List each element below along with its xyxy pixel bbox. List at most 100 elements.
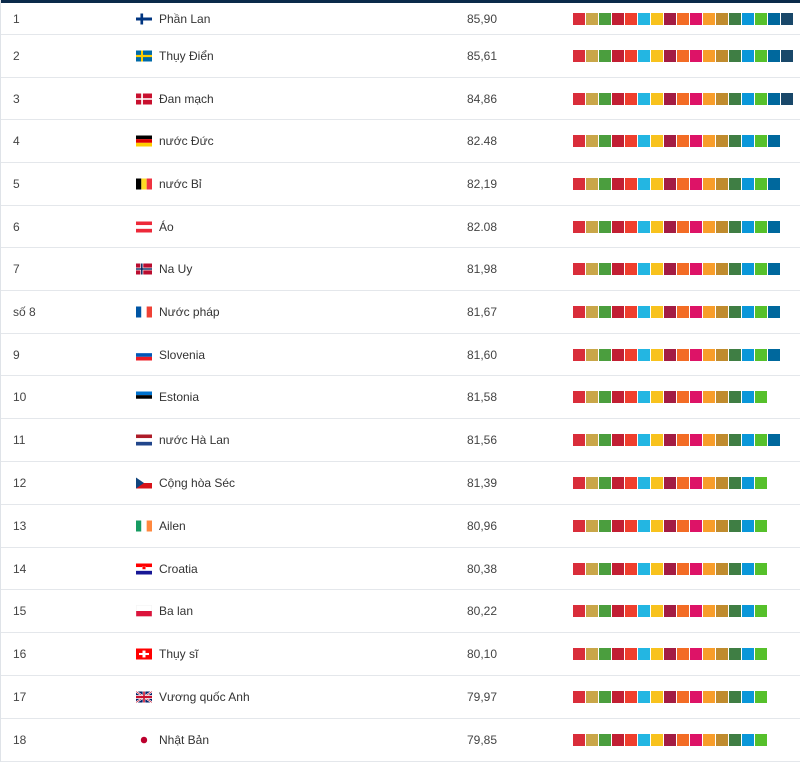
- sdg-goal-11-square[interactable]: [703, 92, 715, 105]
- sdg-goal-7-square[interactable]: [651, 520, 663, 532]
- table-row[interactable]: 7 Na Uy 81,98: [1, 248, 800, 291]
- sdg-goal-6-square[interactable]: [638, 562, 650, 575]
- sdg-goal-4-square[interactable]: [612, 691, 624, 703]
- sdg-goal-3-square[interactable]: [599, 348, 611, 361]
- sdg-goal-1-square[interactable]: [573, 391, 585, 403]
- sdg-goal-14-square[interactable]: [742, 178, 754, 190]
- country-name[interactable]: nước Hà Lan: [159, 433, 230, 447]
- sdg-goal-15-square[interactable]: [755, 648, 767, 660]
- country-name[interactable]: nước Đức: [159, 134, 214, 148]
- sdg-goal-11-square[interactable]: [703, 391, 715, 403]
- sdg-goal-15-square[interactable]: [755, 263, 767, 275]
- sdg-goal-12-square[interactable]: [716, 348, 728, 361]
- sdg-goal-15-square[interactable]: [755, 520, 767, 532]
- sdg-goal-9-square[interactable]: [677, 734, 689, 746]
- sdg-goal-14-square[interactable]: [742, 263, 754, 275]
- sdg-goal-11-square[interactable]: [703, 306, 715, 318]
- sdg-goal-2-square[interactable]: [586, 520, 598, 532]
- sdg-goal-11-square[interactable]: [703, 734, 715, 746]
- sdg-goal-16-square[interactable]: [768, 306, 780, 318]
- sdg-goal-10-square[interactable]: [690, 477, 702, 489]
- table-row[interactable]: 9 Slovenia 81,60: [1, 334, 800, 376]
- sdg-goal-14-square[interactable]: [742, 734, 754, 746]
- table-row[interactable]: 1 Phần Lan 85,90: [1, 0, 800, 35]
- sdg-goal-16-square[interactable]: [768, 434, 780, 446]
- sdg-goal-10-square[interactable]: [690, 605, 702, 617]
- sdg-goal-1-square[interactable]: [573, 691, 585, 703]
- sdg-goal-8-square[interactable]: [664, 605, 676, 617]
- country-name[interactable]: Na Uy: [159, 262, 193, 276]
- sdg-goal-2-square[interactable]: [586, 220, 598, 233]
- sdg-goal-10-square[interactable]: [690, 391, 702, 403]
- sdg-goal-4-square[interactable]: [612, 135, 624, 147]
- sdg-goal-12-square[interactable]: [716, 178, 728, 190]
- country-name[interactable]: Cộng hòa Séc: [159, 476, 236, 490]
- sdg-goal-14-square[interactable]: [742, 691, 754, 703]
- sdg-goal-6-square[interactable]: [638, 391, 650, 403]
- table-row[interactable]: 14 Croatia 80,38: [1, 548, 800, 590]
- sdg-goal-13-square[interactable]: [729, 178, 741, 190]
- sdg-goal-11-square[interactable]: [703, 135, 715, 147]
- sdg-goal-2-square[interactable]: [586, 12, 598, 25]
- sdg-goal-7-square[interactable]: [651, 306, 663, 318]
- sdg-goal-11-square[interactable]: [703, 220, 715, 233]
- sdg-goal-6-square[interactable]: [638, 648, 650, 660]
- sdg-goal-5-square[interactable]: [625, 348, 637, 361]
- sdg-goal-3-square[interactable]: [599, 691, 611, 703]
- sdg-goal-15-square[interactable]: [755, 306, 767, 318]
- sdg-goal-10-square[interactable]: [690, 691, 702, 703]
- sdg-goal-4-square[interactable]: [612, 50, 624, 62]
- sdg-goal-2-square[interactable]: [586, 477, 598, 489]
- sdg-goal-6-square[interactable]: [638, 135, 650, 147]
- table-row[interactable]: 15 Ba lan 80,22: [1, 590, 800, 633]
- sdg-goal-12-square[interactable]: [716, 734, 728, 746]
- sdg-goal-9-square[interactable]: [677, 50, 689, 62]
- sdg-goal-14-square[interactable]: [742, 391, 754, 403]
- sdg-goal-7-square[interactable]: [651, 92, 663, 105]
- sdg-goal-4-square[interactable]: [612, 348, 624, 361]
- sdg-goal-11-square[interactable]: [703, 477, 715, 489]
- sdg-goal-2-square[interactable]: [586, 263, 598, 275]
- sdg-goal-3-square[interactable]: [599, 135, 611, 147]
- sdg-goal-6-square[interactable]: [638, 306, 650, 318]
- sdg-goal-6-square[interactable]: [638, 691, 650, 703]
- sdg-goal-5-square[interactable]: [625, 263, 637, 275]
- sdg-goal-15-square[interactable]: [755, 50, 767, 62]
- sdg-goal-8-square[interactable]: [664, 135, 676, 147]
- sdg-goal-8-square[interactable]: [664, 691, 676, 703]
- sdg-goal-14-square[interactable]: [742, 477, 754, 489]
- sdg-goal-8-square[interactable]: [664, 263, 676, 275]
- sdg-goal-6-square[interactable]: [638, 734, 650, 746]
- country-name[interactable]: Đan mạch: [159, 91, 214, 106]
- sdg-goal-14-square[interactable]: [742, 605, 754, 617]
- sdg-goal-2-square[interactable]: [586, 178, 598, 190]
- sdg-goal-12-square[interactable]: [716, 691, 728, 703]
- country-name[interactable]: Thụy sĩ: [159, 647, 199, 661]
- country-name[interactable]: Ailen: [159, 519, 186, 533]
- sdg-goal-13-square[interactable]: [729, 135, 741, 147]
- sdg-goal-7-square[interactable]: [651, 648, 663, 660]
- sdg-goal-4-square[interactable]: [612, 605, 624, 617]
- sdg-goal-12-square[interactable]: [716, 263, 728, 275]
- sdg-goal-10-square[interactable]: [690, 648, 702, 660]
- sdg-goal-11-square[interactable]: [703, 434, 715, 446]
- sdg-goal-13-square[interactable]: [729, 562, 741, 575]
- sdg-goal-11-square[interactable]: [703, 605, 715, 617]
- table-row[interactable]: 17 Vương quốc Anh 79,97: [1, 676, 800, 719]
- sdg-goal-4-square[interactable]: [612, 391, 624, 403]
- sdg-goal-1-square[interactable]: [573, 12, 585, 25]
- sdg-goal-10-square[interactable]: [690, 92, 702, 105]
- sdg-goal-6-square[interactable]: [638, 434, 650, 446]
- sdg-goal-12-square[interactable]: [716, 605, 728, 617]
- sdg-goal-9-square[interactable]: [677, 648, 689, 660]
- sdg-goal-7-square[interactable]: [651, 734, 663, 746]
- sdg-goal-7-square[interactable]: [651, 135, 663, 147]
- sdg-goal-17-square[interactable]: [781, 92, 793, 105]
- sdg-goal-16-square[interactable]: [768, 220, 780, 233]
- sdg-goal-6-square[interactable]: [638, 220, 650, 233]
- sdg-goal-1-square[interactable]: [573, 520, 585, 532]
- sdg-goal-2-square[interactable]: [586, 306, 598, 318]
- sdg-goal-8-square[interactable]: [664, 648, 676, 660]
- sdg-goal-4-square[interactable]: [612, 734, 624, 746]
- table-row[interactable]: 5 nước Bỉ 82,19: [1, 163, 800, 206]
